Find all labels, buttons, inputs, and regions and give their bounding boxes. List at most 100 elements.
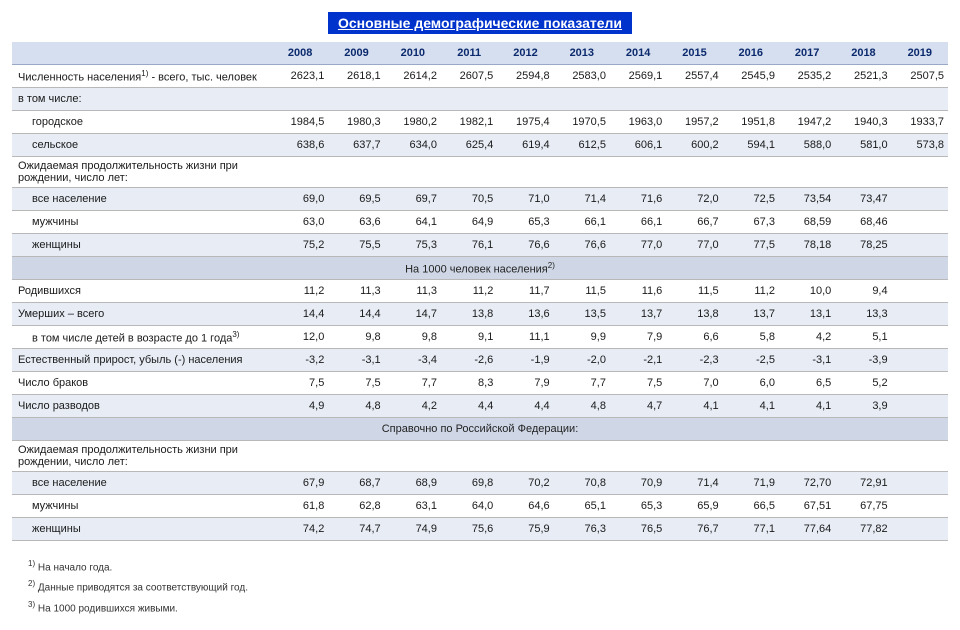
cell: 1984,5	[272, 111, 328, 134]
footnote-ref: 3)	[232, 330, 239, 339]
col-header-year: 2008	[272, 42, 328, 65]
cell: 77,82	[835, 518, 891, 541]
cell: 6,6	[666, 326, 722, 349]
cell: 78,25	[835, 234, 891, 257]
cell: 11,7	[497, 280, 553, 303]
cell: 71,9	[723, 472, 779, 495]
cell: 625,4	[441, 134, 497, 157]
cell: 66,7	[666, 211, 722, 234]
cell: 9,9	[554, 326, 610, 349]
section-label: На 1000 человек населения2)	[12, 257, 948, 280]
cell: 66,1	[610, 211, 666, 234]
cell: 70,2	[497, 472, 553, 495]
cell: 76,6	[554, 234, 610, 257]
col-header-year: 2009	[328, 42, 384, 65]
cell: -2,5	[723, 349, 779, 372]
footnote: 2) Данные приводятся за соответствующий …	[28, 579, 948, 593]
cell: 637,7	[328, 134, 384, 157]
row-label: Родившихся	[12, 280, 272, 303]
cell: 76,7	[666, 518, 722, 541]
table-row: мужчины61,862,863,164,064,665,165,365,96…	[12, 495, 948, 518]
cell	[385, 441, 441, 472]
cell	[892, 441, 948, 472]
table-row: в том числе детей в возрасте до 1 года3)…	[12, 326, 948, 349]
cell	[272, 88, 328, 111]
cell	[610, 441, 666, 472]
cell	[441, 157, 497, 188]
cell	[666, 157, 722, 188]
row-label: Умерших – всего	[12, 303, 272, 326]
cell: 13,3	[835, 303, 891, 326]
row-label: Численность населения1) - всего, тыс. че…	[12, 65, 272, 88]
cell	[554, 157, 610, 188]
cell: 1957,2	[666, 111, 722, 134]
cell: 7,7	[554, 372, 610, 395]
cell: 7,5	[328, 372, 384, 395]
cell: 77,1	[723, 518, 779, 541]
cell: 62,8	[328, 495, 384, 518]
cell	[892, 303, 948, 326]
cell: 66,1	[554, 211, 610, 234]
cell: 71,0	[497, 188, 553, 211]
cell: 12,0	[272, 326, 328, 349]
col-header-year: 2016	[723, 42, 779, 65]
cell: 1963,0	[610, 111, 666, 134]
cell	[441, 441, 497, 472]
cell: 6,0	[723, 372, 779, 395]
cell: 4,4	[497, 395, 553, 418]
cell: 13,8	[666, 303, 722, 326]
col-header-year: 2018	[835, 42, 891, 65]
cell: 65,9	[666, 495, 722, 518]
col-header-year: 2011	[441, 42, 497, 65]
cell	[892, 157, 948, 188]
cell: 1970,5	[554, 111, 610, 134]
cell	[892, 472, 948, 495]
cell: 2623,1	[272, 65, 328, 88]
row-label: все население	[12, 188, 272, 211]
cell	[892, 349, 948, 372]
cell	[835, 441, 891, 472]
cell: 63,0	[272, 211, 328, 234]
cell	[723, 157, 779, 188]
cell: 11,2	[272, 280, 328, 303]
cell: 9,8	[328, 326, 384, 349]
cell: 74,9	[385, 518, 441, 541]
cell: 1975,4	[497, 111, 553, 134]
cell: 13,6	[497, 303, 553, 326]
cell	[892, 372, 948, 395]
cell	[892, 495, 948, 518]
cell: 7,5	[272, 372, 328, 395]
cell: 1933,7	[892, 111, 948, 134]
table-row: Число разводов4,94,84,24,44,44,84,74,14,…	[12, 395, 948, 418]
cell: 7,9	[497, 372, 553, 395]
col-header-year: 2015	[666, 42, 722, 65]
header-blank	[12, 42, 272, 65]
row-label: женщины	[12, 518, 272, 541]
cell: 13,8	[441, 303, 497, 326]
cell: 5,2	[835, 372, 891, 395]
table-row: сельское638,6637,7634,0625,4619,4612,560…	[12, 134, 948, 157]
cell: 64,9	[441, 211, 497, 234]
cell	[892, 188, 948, 211]
cell: 634,0	[385, 134, 441, 157]
cell: 13,5	[554, 303, 610, 326]
row-label: в том числе детей в возрасте до 1 года3)	[12, 326, 272, 349]
cell: 75,9	[497, 518, 553, 541]
cell: 65,3	[610, 495, 666, 518]
cell: 7,5	[610, 372, 666, 395]
cell: -3,4	[385, 349, 441, 372]
cell: 69,8	[441, 472, 497, 495]
cell: 4,1	[723, 395, 779, 418]
cell: 2507,5	[892, 65, 948, 88]
footnote: 1) На начало года.	[28, 559, 948, 573]
table-row: Число браков7,57,57,78,37,97,77,57,06,06…	[12, 372, 948, 395]
footnote-marker: 1)	[28, 559, 35, 568]
row-label: сельское	[12, 134, 272, 157]
footnote-marker: 3)	[28, 600, 35, 609]
cell: 2614,2	[385, 65, 441, 88]
table-row: Численность населения1) - всего, тыс. че…	[12, 65, 948, 88]
cell: 2545,9	[723, 65, 779, 88]
cell: 1947,2	[779, 111, 835, 134]
demographics-table: 2008200920102011201220132014201520162017…	[12, 42, 948, 541]
cell: 638,6	[272, 134, 328, 157]
